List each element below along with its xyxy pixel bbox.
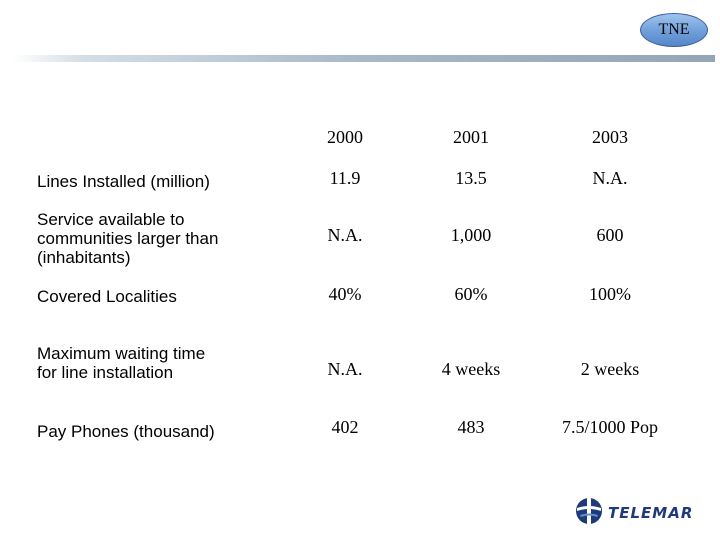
row-label-pay-phones: Pay Phones (thousand) — [37, 422, 215, 441]
table-cell: 2 weeks — [580, 359, 640, 379]
header-rule — [12, 55, 715, 62]
telemar-globe-icon — [574, 496, 604, 531]
table-cell: 100% — [589, 284, 631, 304]
row-label-line: Pay Phones (thousand) — [37, 422, 215, 441]
column-header-2001: 2001 — [453, 127, 489, 147]
table-cell: 4 weeks — [441, 359, 501, 379]
table-cell: 1,000 — [450, 225, 492, 245]
row-label-line: (inhabitants) — [37, 248, 131, 267]
table-cell: 600 — [596, 225, 624, 245]
table-cell: N.A. — [327, 225, 363, 245]
table-cell: N.A. — [592, 168, 628, 188]
table-cell: 402 — [331, 417, 359, 437]
telemar-logo: TELEMAR — [574, 497, 714, 529]
column-header-2000: 2000 — [327, 127, 363, 147]
table-cell: N.A. — [327, 359, 363, 379]
table-cell: 483 — [457, 417, 485, 437]
tne-badge: TNE — [640, 13, 708, 47]
row-label-line: Lines Installed (million) — [37, 172, 210, 191]
table-cell: 7.5/1000 Pop — [561, 417, 658, 437]
table-cell: 60% — [454, 284, 488, 304]
telemar-logo-text: TELEMAR — [608, 504, 694, 522]
tne-badge-label: TNE — [658, 21, 690, 38]
row-label-line: communities larger than — [37, 229, 219, 248]
row-label-service-available: Service available to communities larger … — [37, 210, 218, 267]
row-label-line: Maximum waiting time — [37, 344, 206, 363]
table-cell: 11.9 — [329, 168, 361, 188]
row-label-line: Service available to — [37, 210, 185, 229]
row-label-max-waiting: Maximum waiting time for line installati… — [37, 344, 205, 382]
column-header-2003: 2003 — [592, 127, 628, 147]
row-label-lines-installed: Lines Installed (million) — [37, 172, 210, 191]
row-label-covered-localities: Covered Localities — [37, 287, 177, 306]
table-cell: 13.5 — [455, 168, 487, 188]
row-label-line: for line installation — [37, 363, 174, 382]
row-label-line: Covered Localities — [37, 287, 177, 306]
table-cell: 40% — [328, 284, 362, 304]
